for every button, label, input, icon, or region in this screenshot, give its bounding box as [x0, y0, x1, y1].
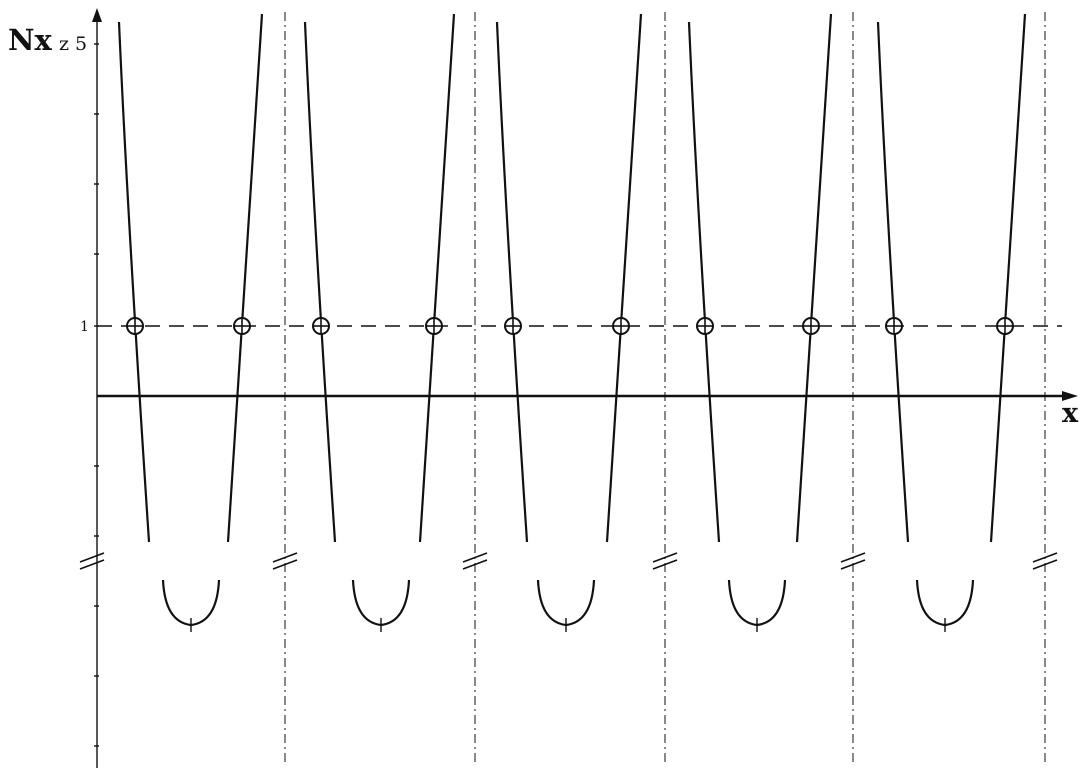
- descending-branch: [117, 21, 151, 543]
- axis-break-slash: [840, 559, 866, 570]
- ascending-branch: [418, 13, 456, 543]
- axis-break-marks: [79, 552, 1058, 570]
- ascending-branch: [795, 13, 833, 543]
- axis-break-slash: [272, 552, 298, 563]
- axis-break-slash: [272, 559, 298, 570]
- x-axis-arrow: [1062, 391, 1078, 401]
- unity-tick-label: 1: [80, 319, 89, 335]
- axis-break-slash: [462, 552, 488, 563]
- descending-branch: [303, 21, 337, 543]
- axis-break-slash: [652, 559, 678, 570]
- axis-break-slash: [79, 559, 105, 570]
- crossing-markers: [126, 317, 1014, 335]
- axes: [92, 8, 1078, 768]
- axis-break-slash: [1032, 559, 1058, 570]
- y-axis-label: Nx: [8, 23, 53, 57]
- descending-branch: [876, 21, 910, 543]
- curve-group: [117, 13, 1027, 632]
- axis-break-slash: [1032, 552, 1058, 563]
- ascending-branch: [605, 13, 643, 543]
- ascending-branch: [226, 13, 264, 543]
- period-dividers: [284, 12, 1046, 765]
- y-axis-label-sub: z 5: [59, 33, 87, 55]
- descending-branch: [495, 21, 529, 543]
- ascending-branch: [989, 13, 1027, 543]
- x-axis-label: x: [1062, 398, 1079, 429]
- axis-break-slash: [462, 559, 488, 570]
- y-axis-arrow: [92, 8, 102, 22]
- descending-branch: [687, 21, 721, 543]
- axis-break-slash: [79, 552, 105, 563]
- axis-break-slash: [840, 552, 866, 563]
- axis-break-slash: [652, 552, 678, 563]
